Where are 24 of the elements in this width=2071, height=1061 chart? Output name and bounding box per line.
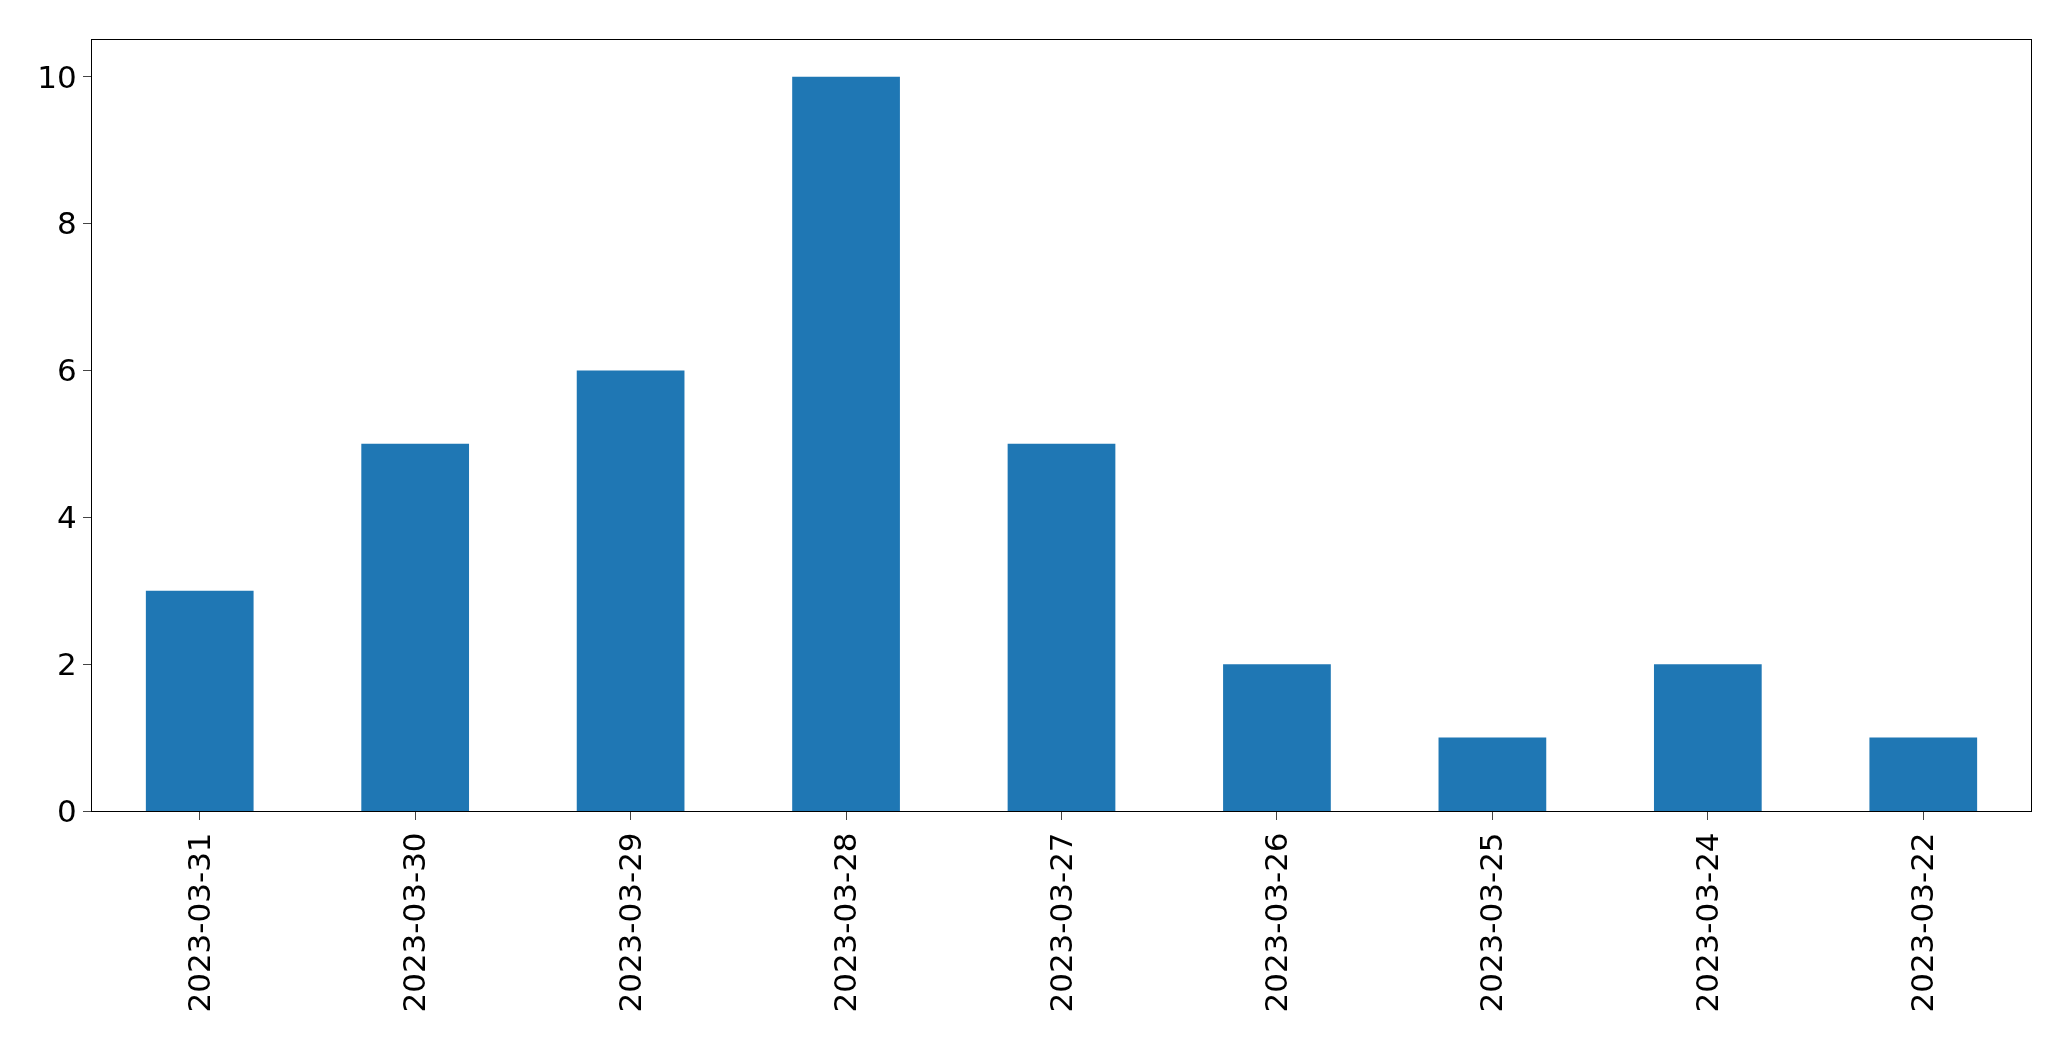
x-tick-label: 2023-03-22 [1904,832,1941,1013]
x-tick-label: 2023-03-25 [1473,832,1510,1013]
bar [1653,664,1762,811]
y-tick-label: 0 [57,792,77,829]
bar [576,370,685,811]
y-tick-label: 4 [57,499,77,536]
x-tick-label: 2023-03-28 [827,832,864,1013]
y-tick-label: 2 [57,645,77,682]
x-tick-label: 2023-03-27 [1042,832,1079,1013]
y-tick-label: 10 [37,58,77,95]
bar [1438,737,1547,811]
bar [792,76,900,811]
y-tick-label: 6 [57,352,77,389]
bar [1223,664,1331,811]
x-tick-label: 2023-03-26 [1258,832,1295,1013]
x-tick-label: 2023-03-29 [611,832,648,1013]
bar [1007,443,1116,811]
bar [1869,737,1978,811]
bar [145,590,254,811]
x-tick-label: 2023-03-24 [1688,832,1725,1013]
x-tick-label: 2023-03-31 [180,832,217,1013]
x-tick-label: 2023-03-30 [396,832,433,1013]
y-tick-label: 8 [57,205,77,242]
bar [361,443,470,811]
